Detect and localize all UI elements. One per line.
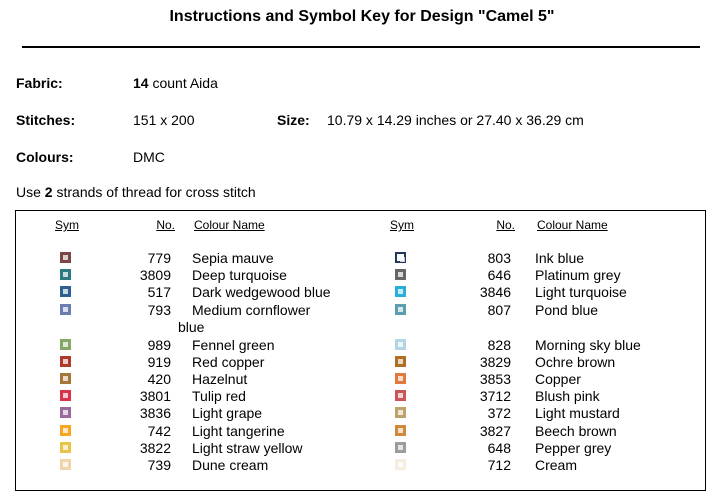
colour-number: 3801: [139, 388, 171, 405]
title: Instructions and Symbol Key for Design "…: [169, 8, 555, 25]
swatch: [395, 441, 406, 453]
fabric-value: 14 count Aida: [133, 75, 218, 91]
swatch: [60, 355, 71, 367]
colour-name: Ink blue: [535, 250, 585, 266]
fabric-count: 14: [133, 75, 149, 91]
colour-name: Beech brown: [535, 422, 617, 439]
swatch: [60, 338, 71, 350]
colour-name: Copper: [535, 371, 581, 387]
colour-name: Fennel green: [192, 336, 275, 353]
colour-name: Medium cornflower blue: [178, 301, 311, 335]
colour-name: Pond blue: [535, 301, 599, 318]
swatch: [395, 286, 406, 298]
colour-number: 919: [147, 353, 171, 370]
fabric-type: count Aida: [152, 75, 218, 91]
colour-number: 3846: [479, 284, 511, 301]
colour-name: Dune cream: [192, 457, 269, 473]
swatch: [395, 459, 406, 470]
colours-label: Colours:: [16, 149, 74, 165]
colour-number: 420: [147, 371, 171, 387]
colour-number: 3827: [479, 422, 511, 439]
colour-name: Light tangerine: [192, 422, 285, 439]
colour-name: Ochre brown: [535, 353, 616, 370]
swatch: [60, 459, 71, 470]
colour-number: 648: [487, 439, 511, 456]
colour-name: Cream: [535, 457, 578, 473]
strand-count: 2: [44, 184, 53, 200]
swatch: [395, 373, 406, 384]
swatch: [395, 407, 406, 419]
colour-number: 3853: [479, 371, 511, 387]
size-label: Size:: [277, 112, 310, 128]
colour-number: 712: [487, 457, 511, 473]
colour-name: Pepper grey: [535, 439, 612, 456]
colour-number: 779: [147, 250, 171, 266]
colour-name: Hazelnut: [192, 371, 248, 387]
colour-number: 742: [147, 422, 171, 439]
colour-number: 803: [487, 250, 511, 266]
swatch: [60, 407, 71, 419]
colour-number: 646: [487, 267, 511, 284]
swatch: [395, 390, 406, 402]
colour-name: Platinum grey: [535, 267, 621, 284]
colour-name: Deep turquoise: [192, 267, 287, 284]
colour-number: 3809: [139, 267, 171, 284]
colour-number: 989: [147, 336, 171, 353]
colour-number: 517: [147, 284, 171, 301]
header-no: No.: [156, 218, 175, 232]
instruction: Use 2 strands of thread for cross stitch: [16, 184, 256, 200]
swatch: [395, 303, 406, 315]
colour-name: Dark wedgewood blue: [192, 284, 331, 301]
colour-number: 3822: [139, 439, 171, 456]
swatch: [60, 441, 71, 453]
header-no: No.: [496, 218, 515, 232]
colour-name: Light turquoise: [535, 284, 627, 301]
colour-number: 3712: [479, 388, 511, 405]
swatch: [395, 252, 406, 263]
swatch: [60, 286, 71, 298]
header-sym: Sym: [390, 218, 414, 232]
swatch: [395, 424, 406, 436]
colour-name: Light grape: [192, 405, 263, 422]
header-sym: Sym: [55, 218, 79, 232]
header-name: Colour Name: [194, 218, 265, 232]
colour-name: Sepia mauve: [192, 250, 274, 266]
swatch: [60, 390, 71, 402]
colour-number: 3836: [139, 405, 171, 422]
swatch: [60, 252, 71, 263]
swatch: [60, 269, 71, 281]
colour-name: Tulip red: [192, 388, 246, 405]
colours-value: DMC: [133, 149, 165, 165]
instruction-start: Use: [16, 184, 41, 200]
instruction-end: strands of thread for cross stitch: [56, 184, 256, 200]
colour-number: 3829: [479, 353, 511, 370]
colour-number: 739: [147, 457, 171, 473]
colour-name: Red copper: [192, 353, 265, 370]
swatch: [395, 269, 406, 281]
stitches-value: 151 x 200: [133, 112, 195, 128]
swatch: [60, 303, 71, 315]
swatch: [395, 338, 406, 350]
header-name: Colour Name: [537, 218, 608, 232]
stitches-label: Stitches:: [16, 112, 76, 128]
swatch: [60, 373, 71, 384]
swatch: [60, 424, 71, 436]
colour-name: Morning sky blue: [535, 336, 641, 353]
divider: [22, 46, 700, 48]
colour-number: 828: [487, 336, 511, 353]
colour-number: 372: [487, 405, 511, 422]
swatch: [395, 355, 406, 367]
symbol-table: [15, 210, 706, 491]
colour-name: Blush pink: [535, 388, 600, 405]
colour-name: Light mustard: [535, 405, 620, 422]
colour-number: 807: [487, 301, 511, 318]
colour-number: 793: [147, 301, 171, 318]
fabric-label: Fabric:: [16, 75, 63, 91]
size-value: 10.79 x 14.29 inches or 27.40 x 36.29 cm: [327, 112, 584, 128]
colour-name: Light straw yellow: [192, 439, 303, 456]
